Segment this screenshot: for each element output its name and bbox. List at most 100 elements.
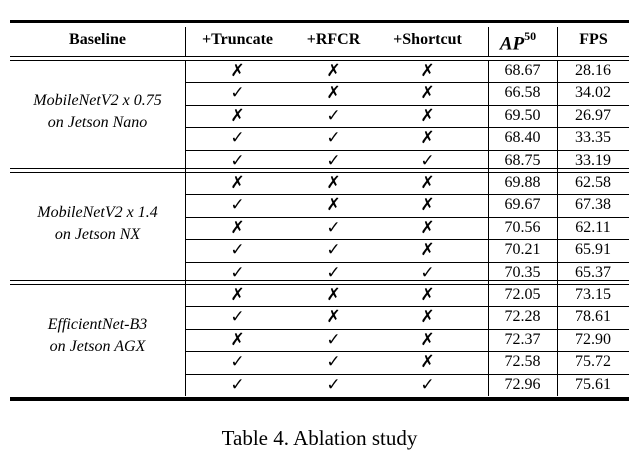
baseline-name-line2: on Jetson Nano [47, 114, 148, 131]
col-divider [557, 60, 558, 172]
cell-ap50: 68.67 [504, 62, 541, 79]
cell-rfcr: ✗ [326, 83, 341, 103]
cell-rfcr: ✗ [326, 195, 341, 215]
cell-rfcr: ✓ [326, 329, 341, 349]
cell-shortcut: ✓ [420, 262, 435, 282]
row-divider [185, 82, 629, 84]
cell-rfcr: ✓ [326, 262, 341, 282]
cell-ap50: 70.21 [504, 241, 541, 259]
group-separator-rule-2 [10, 172, 629, 173]
cell-rfcr: ✗ [326, 285, 341, 304]
cell-fps: 33.19 [575, 151, 611, 169]
cell-ap50: 70.56 [504, 218, 541, 236]
cell-fps: 65.91 [575, 241, 611, 259]
cell-rfcr: ✓ [326, 352, 341, 372]
row-divider [185, 351, 629, 353]
baseline-name-line2: on Jetson AGX [49, 338, 146, 355]
ap-superscript: 50 [524, 29, 537, 43]
cell-truncate: ✓ [230, 262, 245, 282]
cell-truncate: ✓ [230, 83, 245, 103]
cell-fps: 78.61 [575, 308, 611, 326]
group-separator-rule [10, 168, 629, 169]
col-divider [557, 284, 558, 396]
table-caption: Table 4. Ablation study [221, 426, 418, 450]
header-truncate: +Truncate [201, 31, 274, 48]
row-divider [185, 306, 629, 308]
cell-truncate: ✓ [230, 128, 245, 148]
group-separator-rule-2 [10, 284, 629, 285]
cell-ap50: 72.05 [504, 286, 541, 303]
cell-ap50: 72.37 [504, 330, 541, 348]
header-baseline: Baseline [69, 31, 126, 48]
row-divider [185, 373, 629, 375]
ap-label: AP [499, 33, 525, 55]
cell-truncate: ✗ [230, 217, 245, 237]
cell-truncate: ✗ [230, 285, 245, 304]
cell-ap50: 68.40 [504, 129, 541, 147]
cell-rfcr: ✗ [326, 61, 341, 80]
row-divider [185, 149, 629, 151]
cell-truncate: ✗ [230, 61, 245, 80]
cell-shortcut: ✗ [420, 329, 435, 349]
row-divider [185, 104, 629, 106]
col-divider [488, 172, 489, 284]
baseline-name-line1: MobileNetV2 x 0.75 [33, 92, 162, 109]
cell-shortcut: ✗ [420, 105, 435, 125]
table-header-rule-2 [10, 60, 629, 61]
cell-rfcr: ✓ [326, 150, 341, 170]
group-separator-rule [10, 280, 629, 281]
col-divider [557, 27, 558, 56]
cell-rfcr: ✗ [326, 307, 341, 327]
cell-truncate: ✓ [230, 240, 245, 260]
header-fps: FPS [579, 31, 608, 48]
cell-ap50: 69.50 [504, 106, 541, 124]
baseline-name-line2: on Jetson NX [54, 226, 141, 243]
cell-truncate: ✗ [230, 105, 245, 125]
cell-fps: 72.90 [575, 330, 611, 348]
cell-truncate: ✗ [230, 329, 245, 349]
cell-truncate: ✓ [230, 352, 245, 372]
cell-ap50: 72.96 [504, 375, 541, 393]
cell-truncate: ✓ [230, 374, 245, 394]
cell-fps: 67.38 [575, 196, 611, 214]
cell-shortcut: ✗ [420, 61, 435, 80]
col-divider [185, 172, 186, 284]
cell-truncate: ✓ [230, 150, 245, 170]
cell-shortcut: ✗ [420, 352, 435, 372]
cell-ap50: 72.58 [504, 353, 541, 371]
cell-shortcut: ✓ [420, 150, 435, 170]
row-divider [185, 261, 629, 263]
cell-fps: 26.97 [575, 106, 611, 124]
col-divider [488, 284, 489, 396]
row-divider [185, 194, 629, 196]
cell-shortcut: ✗ [420, 128, 435, 148]
cell-fps: 73.15 [575, 286, 611, 303]
header-ap50: AP50 [478, 27, 558, 54]
row-divider [185, 239, 629, 241]
cell-ap50: 70.35 [504, 263, 541, 281]
col-divider [488, 27, 489, 56]
cell-rfcr: ✓ [326, 105, 341, 125]
cell-fps: 75.61 [575, 375, 611, 393]
cell-truncate: ✓ [230, 307, 245, 327]
cell-ap50: 68.75 [504, 151, 541, 169]
col-divider [185, 284, 186, 396]
cell-shortcut: ✗ [420, 217, 435, 237]
header-rfcr: +RFCR [306, 31, 361, 48]
cell-shortcut: ✗ [420, 240, 435, 260]
col-divider [185, 27, 186, 56]
col-divider [557, 172, 558, 284]
cell-rfcr: ✓ [326, 374, 341, 394]
baseline-name: MobileNetV2 x 1.4 on Jetson NX [10, 202, 185, 246]
cell-shortcut: ✗ [420, 83, 435, 103]
cell-fps: 33.35 [575, 129, 611, 147]
cell-rfcr: ✗ [326, 173, 341, 192]
cell-ap50: 66.58 [504, 84, 541, 102]
cell-fps: 28.16 [575, 62, 611, 79]
row-divider [185, 216, 629, 218]
cell-ap50: 69.88 [504, 174, 541, 191]
cell-fps: 62.11 [575, 218, 611, 236]
cell-shortcut: ✓ [420, 374, 435, 394]
cell-ap50: 72.28 [504, 308, 541, 326]
table-bottom-rule [10, 397, 629, 401]
